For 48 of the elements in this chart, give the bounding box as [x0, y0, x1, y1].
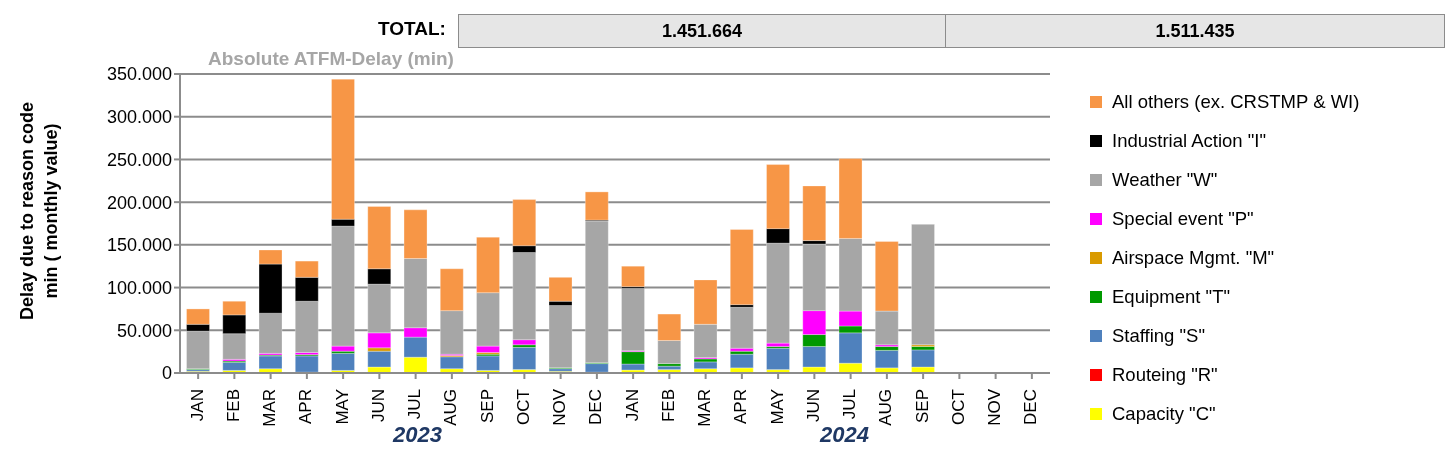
- x-tick-label: AUG: [441, 389, 461, 426]
- y-axis-title: Delay due to reason code min ( monthly value): [16, 100, 62, 323]
- legend-label: Equipment "T": [1112, 285, 1231, 308]
- y-tick-label: 150.000: [106, 235, 172, 256]
- text: 1.511.435: [945, 14, 1445, 48]
- y-tick-label: 300.000: [106, 107, 172, 128]
- y-tick-label: 0: [161, 363, 172, 384]
- legend-label: Capacity "C": [1112, 402, 1216, 425]
- legend-label: All others (ex. CRSTMP & WI): [1112, 90, 1360, 113]
- x-tick-label: MAR: [695, 389, 715, 427]
- x-tick-label: NOV: [985, 388, 1005, 426]
- x-tick-label: JAN: [187, 389, 207, 422]
- text: 2023: [393, 422, 442, 448]
- legend-label: Routeing "R": [1112, 363, 1218, 386]
- x-tick-label: FEB: [223, 389, 243, 423]
- x-tick-label: SEP: [477, 389, 497, 424]
- x-tick-label: JUL: [840, 389, 860, 420]
- legend-label: Industrial Action "I": [1112, 129, 1267, 152]
- x-tick-label: JUN: [803, 389, 823, 423]
- legend-label: Special event "P": [1112, 207, 1254, 230]
- x-tick-label: JUN: [368, 389, 388, 423]
- x-tick-label: JUL: [405, 389, 425, 420]
- text: 2024: [820, 422, 869, 448]
- text: 1.451.664: [458, 14, 946, 48]
- chart-title: Absolute ATFM-Delay (min): [208, 48, 454, 70]
- x-tick-label: OCT: [948, 389, 968, 425]
- text: TOTAL:: [378, 18, 446, 40]
- x-tick-label: MAY: [767, 389, 787, 425]
- legend-label: Airspace Mgmt. "M": [1112, 246, 1275, 269]
- x-tick-label: NOV: [550, 388, 570, 426]
- y-tick-label: 50.000: [116, 320, 172, 341]
- x-tick-label: DEC: [586, 389, 606, 425]
- y-tick-label: 100.000: [106, 277, 172, 298]
- legend-label: Staffing "S": [1112, 324, 1206, 347]
- y-tick-label: 200.000: [106, 192, 172, 213]
- y-tick-label: 350.000: [106, 64, 172, 85]
- x-tick-label: OCT: [513, 389, 533, 425]
- x-tick-label: FEB: [658, 389, 678, 423]
- x-tick-label: APR: [731, 389, 751, 424]
- x-tick-label: MAY: [332, 389, 352, 425]
- legend-label: Weather "W": [1112, 168, 1218, 191]
- y-tick-label: 250.000: [106, 149, 172, 170]
- x-tick-label: APR: [296, 389, 316, 424]
- x-tick-label: JAN: [622, 389, 642, 422]
- x-tick-label: DEC: [1021, 389, 1041, 425]
- x-tick-label: MAR: [260, 389, 280, 427]
- x-tick-label: AUG: [876, 389, 896, 426]
- x-tick-label: SEP: [912, 389, 932, 424]
